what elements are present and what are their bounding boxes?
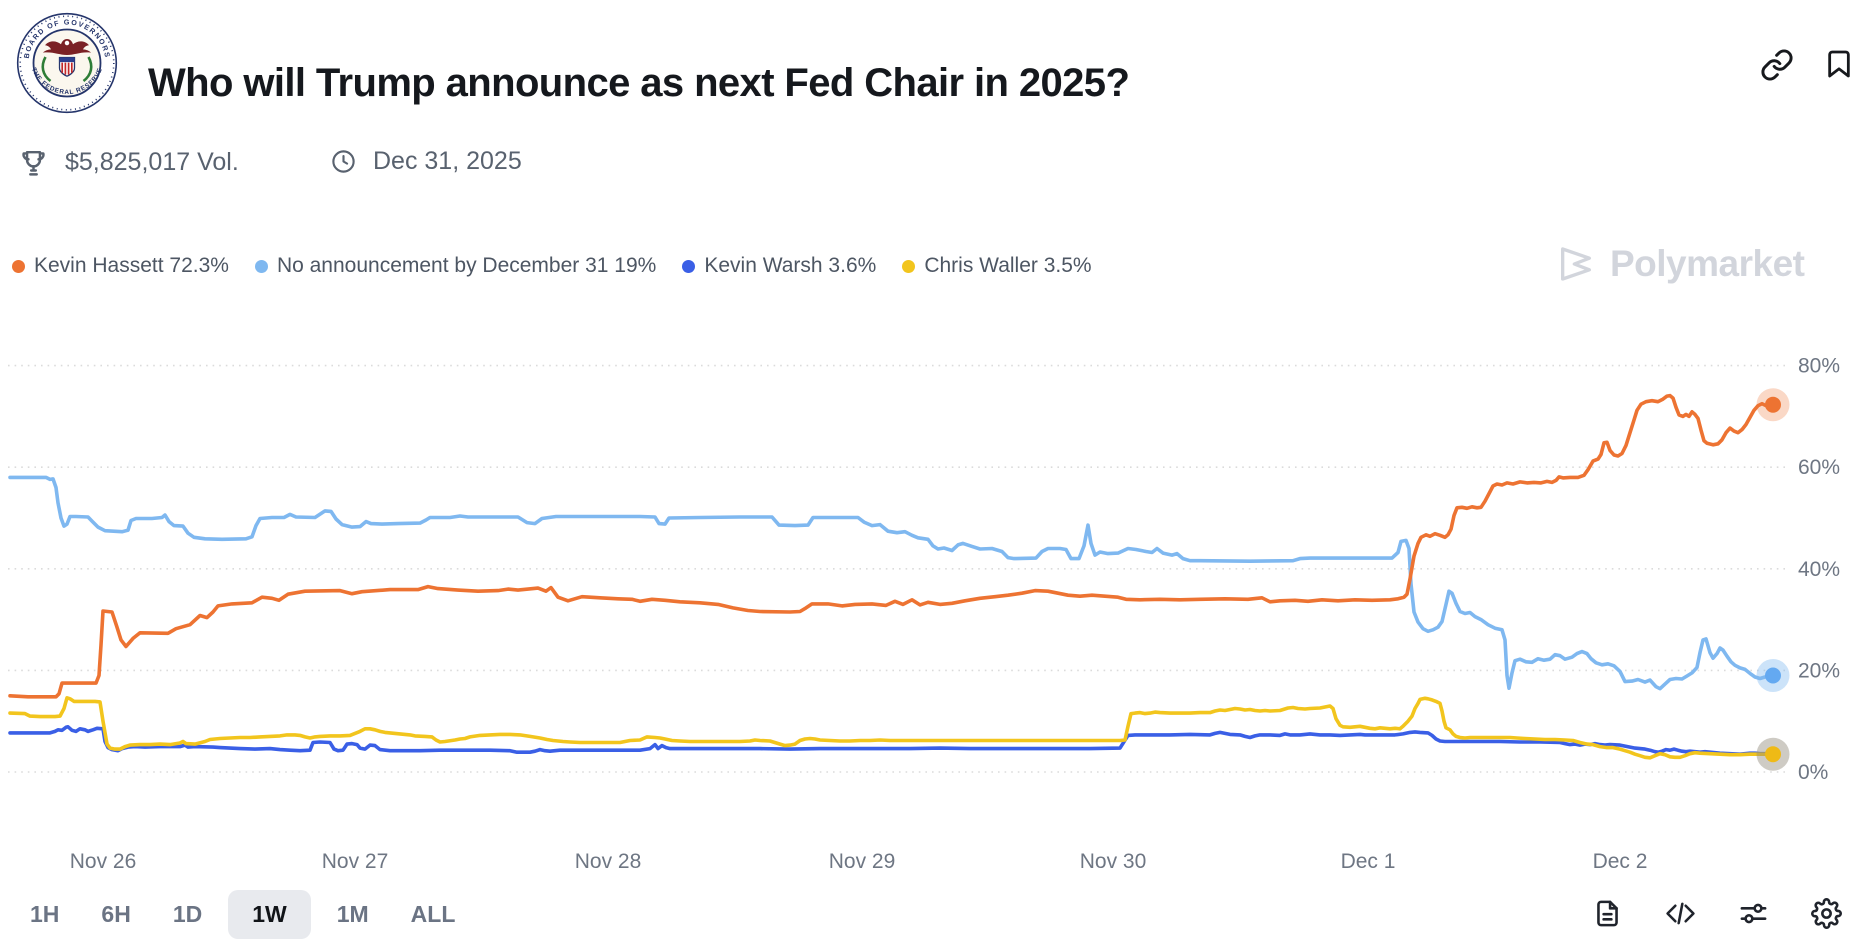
legend-label: Kevin Warsh 3.6%: [704, 254, 877, 277]
shield: [58, 56, 76, 77]
sliders-icon[interactable]: [1738, 898, 1769, 929]
legend-dot: [12, 259, 25, 273]
x-axis-label: Nov 27: [322, 850, 389, 873]
timeframe-1h[interactable]: 1H: [30, 901, 60, 927]
federal-reserve-seal: BOARD OF GOVERNORS THE FEDERAL RESERVE: [16, 12, 118, 114]
series-line-no-announcement: [8, 475, 1775, 691]
legend-label: Chris Waller 3.5%: [924, 254, 1092, 277]
bookmark-icon[interactable]: [1823, 46, 1854, 82]
y-axis-label: 60%: [1798, 456, 1840, 479]
copy-link-icon[interactable]: [1760, 48, 1794, 82]
volume-group: $5,825,017 Vol.: [18, 147, 239, 178]
legend: Kevin Hassett 72.3% No announcement by De…: [12, 254, 1092, 278]
x-axis-label: Nov 30: [1080, 850, 1147, 873]
polymarket-wordmark: Polymarket: [1610, 243, 1805, 284]
y-axis-label: 80%: [1798, 355, 1840, 378]
timeframe-6h[interactable]: 6H: [101, 901, 131, 927]
series-line-kevin-warsh: [8, 724, 1775, 757]
timeframe-1w[interactable]: 1W: [228, 890, 311, 939]
legend-item[interactable]: Kevin Hassett 72.3%: [12, 254, 229, 278]
end-dot-chris-waller: [1765, 746, 1781, 763]
x-axis-label: Nov 28: [575, 850, 642, 873]
gear-icon[interactable]: [1811, 898, 1842, 929]
legend-dot: [682, 259, 696, 273]
x-axis-label: Nov 29: [829, 850, 896, 873]
page-title: Who will Trump announce as next Fed Chai…: [148, 60, 1130, 105]
file-text-icon[interactable]: [1592, 898, 1623, 929]
end-dot-no-announcement: [1765, 667, 1781, 684]
trophy-icon: [22, 150, 45, 176]
embed-code-icon[interactable]: [1665, 898, 1696, 929]
x-axis-label: Dec 1: [1341, 850, 1396, 873]
x-axis-label: Nov 26: [70, 850, 137, 873]
timeframe-1m[interactable]: 1M: [336, 901, 369, 927]
polymarket-logo-icon: [1561, 247, 1591, 281]
eagle: [43, 39, 91, 56]
chart-tools: [1592, 898, 1842, 929]
series-line-chris-waller: [8, 695, 1775, 760]
polymarket-watermark: Polymarket: [1556, 242, 1805, 286]
legend-label: No announcement by December 31 19%: [276, 254, 657, 277]
y-axis-label: 40%: [1798, 558, 1840, 581]
legend-dot: [254, 259, 268, 273]
end-date-value: Dec 31, 2025: [373, 147, 522, 175]
legend-label: Kevin Hassett 72.3%: [34, 254, 229, 277]
legend-item[interactable]: No announcement by December 31 19%: [254, 254, 657, 278]
end-date-group: Dec 31, 2025: [330, 147, 522, 176]
timeframe-1d[interactable]: 1D: [172, 901, 203, 927]
end-dot-kevin-hassett: [1765, 396, 1781, 413]
series-line-kevin-hassett: [8, 393, 1775, 699]
legend-item[interactable]: Kevin Warsh 3.6%: [682, 254, 876, 278]
legend-item[interactable]: Chris Waller 3.5%: [902, 254, 1092, 278]
clock-icon: [332, 150, 355, 173]
timeframe-all[interactable]: ALL: [410, 901, 456, 927]
legend-dot: [902, 259, 916, 273]
y-axis-label: 0%: [1798, 761, 1828, 784]
timeframe-row: 1H 6H 1D 1W 1M ALL: [30, 890, 455, 939]
y-axis-label: 20%: [1798, 659, 1840, 682]
x-axis-label: Dec 2: [1593, 850, 1648, 873]
volume-value: $5,825,017 Vol.: [65, 148, 239, 176]
